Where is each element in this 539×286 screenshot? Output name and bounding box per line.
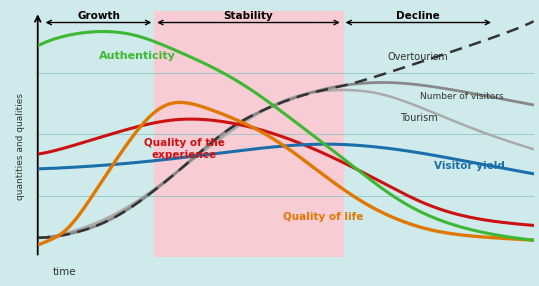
- Text: Tourism: Tourism: [400, 114, 438, 124]
- Text: time: time: [53, 267, 76, 277]
- Bar: [154, 11, 343, 257]
- Text: quantities and qualities: quantities and qualities: [16, 93, 25, 200]
- Text: Quality of the
experience: Quality of the experience: [143, 138, 224, 160]
- Text: Quality of life: Quality of life: [282, 212, 363, 222]
- Text: Visitor yield: Visitor yield: [434, 161, 505, 171]
- Text: Growth: Growth: [77, 11, 120, 21]
- Text: Stability: Stability: [224, 11, 273, 21]
- Text: Authenticity: Authenticity: [99, 51, 175, 61]
- Text: Decline: Decline: [397, 11, 440, 21]
- Text: Number of visitors: Number of visitors: [419, 92, 503, 101]
- Text: Overtourism: Overtourism: [388, 52, 448, 62]
